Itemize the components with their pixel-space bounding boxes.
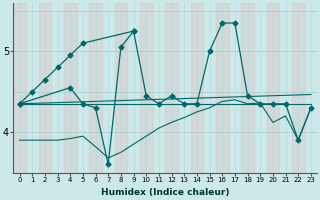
Bar	[89, 3, 102, 172]
Bar	[267, 3, 279, 172]
Bar	[165, 3, 178, 172]
Bar	[292, 3, 305, 172]
Bar	[115, 3, 127, 172]
X-axis label: Humidex (Indice chaleur): Humidex (Indice chaleur)	[101, 188, 229, 197]
Bar	[64, 3, 76, 172]
Bar	[216, 3, 228, 172]
Bar	[13, 3, 26, 172]
Bar	[241, 3, 254, 172]
Bar	[140, 3, 153, 172]
Bar	[190, 3, 203, 172]
Bar	[38, 3, 51, 172]
